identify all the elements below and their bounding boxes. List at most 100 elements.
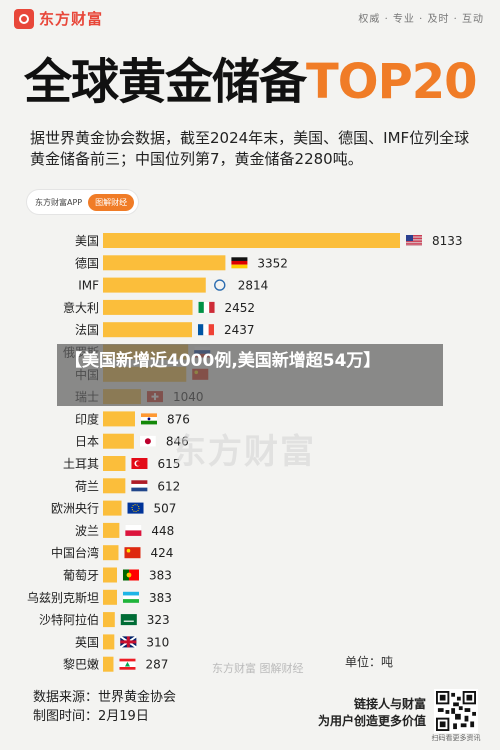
category-label: 意大利 (63, 300, 99, 315)
bar-row: 英国 310 (75, 634, 169, 650)
footer-info: 数据来源：世界黄金协会 制图时间：2月19日 (33, 688, 176, 726)
category-label: 土耳其 (63, 457, 99, 471)
flag-icon (211, 279, 228, 291)
flag-icon (124, 547, 141, 559)
cta-line-2: 为用户创造更多价值 (317, 714, 426, 728)
brand-slogan: 权威 · 专业 · 及时 · 互动 (358, 14, 484, 25)
bar-row: 葡萄牙 383 (63, 567, 172, 583)
qr-code-icon[interactable] (434, 689, 478, 733)
flag-icon (198, 301, 215, 313)
bar (103, 277, 206, 293)
category-label: 荷兰 (75, 479, 99, 493)
category-label: 黎巴嫩 (63, 658, 99, 672)
bar (103, 500, 122, 516)
bar (103, 656, 114, 672)
top-bar: 东方财富 权威 · 专业 · 及时 · 互动 (0, 0, 500, 36)
value-label: 612 (157, 479, 180, 493)
bar-row: 印度 876 (75, 411, 190, 427)
category-label: 波兰 (75, 524, 99, 538)
headline-overlay[interactable]: 【美国新增近4000例,美国新增超54万】 (57, 344, 443, 406)
bar (103, 233, 400, 248)
subtitle: 据世界黄金协会数据，截至2024年末，美国、德国、IMF位列全球黄金储备前三；中… (30, 129, 470, 168)
flag-icon (131, 480, 148, 492)
flag-icon (131, 458, 148, 469)
cta-line-1: 链接人与财富 (353, 697, 426, 711)
flag-icon (231, 257, 248, 269)
value-label: 3352 (257, 256, 288, 270)
category-label: IMF (78, 279, 99, 293)
value-label: 287 (145, 658, 168, 672)
bar-row: 土耳其 615 (63, 456, 180, 471)
bar-row: 法国 2437 (75, 322, 255, 338)
bar (103, 478, 126, 494)
bar (103, 612, 115, 628)
value-label: 383 (149, 591, 172, 605)
value-label: 383 (149, 569, 172, 583)
unit-label: 单位：吨 (345, 655, 394, 669)
flag-icon (119, 658, 136, 670)
flag-icon (122, 569, 139, 581)
category-label: 葡萄牙 (63, 569, 99, 583)
category-label: 欧洲央行 (51, 502, 99, 516)
bar (103, 433, 134, 449)
bar-chart: 美国8133德国3352IMF2814意大利2452法国2437俄罗斯中国瑞士1… (27, 233, 463, 672)
bar (103, 634, 115, 650)
watermark-small: 东方财富 图解财经 (212, 662, 304, 675)
category-label: 沙特阿拉伯 (39, 612, 99, 627)
value-label: 507 (154, 502, 177, 516)
page-title: 全球黄金储备TOP20 (24, 52, 478, 112)
value-label: 2452 (225, 301, 256, 315)
value-label: 2437 (224, 323, 255, 337)
bar-row: 黎巴嫩 287 (63, 656, 168, 672)
bar (103, 567, 117, 583)
bar (103, 589, 117, 605)
title-main: 全球黄金储备 (24, 54, 307, 110)
bar (103, 299, 193, 315)
flag-icon (120, 614, 137, 626)
bar-row: 乌兹别克斯坦 383 (27, 589, 172, 605)
category-label: 日本 (75, 435, 99, 449)
bar-row: 中国台湾 424 (51, 545, 173, 561)
category-label: 美国 (75, 234, 99, 248)
category-label: 英国 (75, 635, 99, 649)
flag-icon (197, 324, 214, 336)
value-label: 448 (151, 524, 174, 538)
flag-icon (122, 591, 139, 603)
bar-row: 沙特阿拉伯 323 (39, 612, 170, 628)
flag-icon (119, 635, 137, 649)
bar (103, 411, 135, 427)
category-label: 印度 (75, 411, 99, 426)
bar-row: IMF 2814 (78, 277, 269, 293)
bar-row: 荷兰 612 (75, 478, 180, 494)
headline-overlay-text: 【美国新增近4000例,美国新增超54万】 (65, 351, 381, 371)
app-pill-label: 东方财富APP (35, 197, 83, 207)
bar (103, 522, 120, 538)
bar (103, 322, 192, 338)
value-label: 323 (147, 613, 170, 627)
title-accent: TOP20 (306, 54, 478, 110)
flag-icon (125, 524, 142, 536)
value-label: 876 (167, 412, 190, 426)
infographic-button[interactable]: 图解财经 (88, 193, 135, 211)
value-label: 8133 (432, 234, 463, 248)
watermark-big: 东方财富 (172, 432, 316, 472)
value-label: 2814 (238, 279, 269, 293)
category-label: 中国台湾 (51, 545, 99, 560)
bar-row: 美国 8133 (75, 233, 463, 248)
bar (103, 255, 226, 271)
flag-icon (406, 235, 422, 246)
value-label: 310 (146, 635, 169, 649)
footer-cta: 链接人与财富 为用户创造更多价值 (308, 696, 426, 730)
brand-logo: 东方财富 (14, 8, 103, 29)
flag-icon (139, 435, 156, 447)
category-label: 法国 (75, 323, 99, 337)
data-source: 数据来源：世界黄金协会 (33, 690, 177, 705)
brand-logo-icon (14, 8, 34, 29)
category-label: 德国 (75, 255, 99, 270)
value-label: 846 (166, 435, 189, 449)
bar-row: 德国 3352 (75, 255, 288, 271)
bar-row: 欧洲央行 507 (51, 500, 177, 516)
bar (103, 456, 126, 471)
app-pill: 东方财富APP 图解财经 (27, 190, 139, 214)
chart-date: 制图时间：2月19日 (33, 709, 149, 724)
